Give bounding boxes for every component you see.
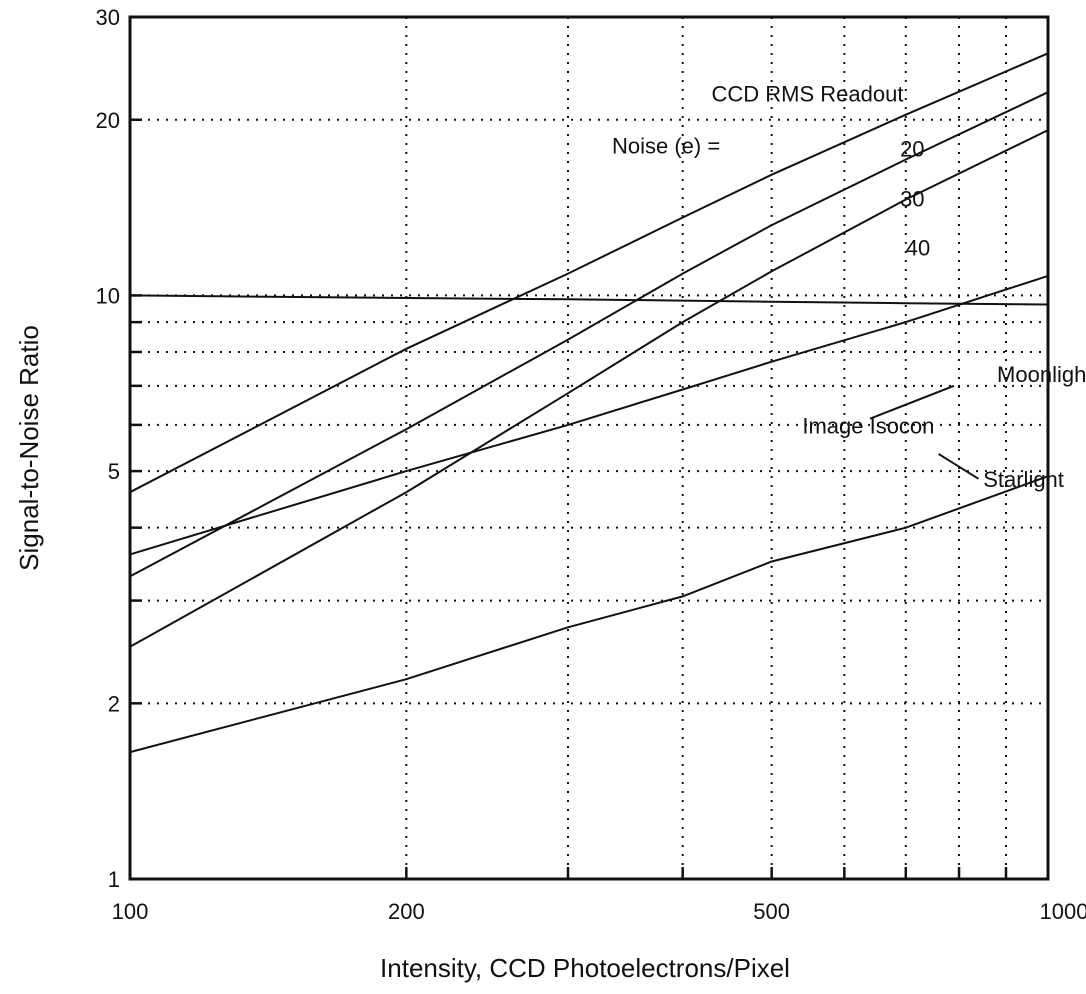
moonlight-pointer <box>869 384 955 420</box>
x-tick-label: 1000 <box>1040 899 1086 924</box>
y-tick-label: 30 <box>96 5 120 30</box>
x-axis-title: Intensity, CCD Photoelectrons/Pixel <box>380 953 790 983</box>
y-tick-label: 2 <box>108 691 120 716</box>
annotation-label-1: CCD RMS Readout <box>712 81 904 106</box>
pointer-layer <box>869 384 980 480</box>
y-axis-title: Signal-to-Noise Ratio <box>14 325 44 571</box>
series-line-5 <box>129 274 1049 556</box>
y-tick-label: 10 <box>96 283 120 308</box>
x-tick-label: 200 <box>388 899 425 924</box>
annotation-label-2: Noise (e) = <box>612 134 720 159</box>
annotation-label-6: Moonlight <box>997 362 1086 387</box>
grid-layer <box>130 17 1048 879</box>
annotation-label-7: Image Isocon <box>802 413 934 438</box>
label-layer: 100 200 500 1000 1 2 5 10 20 30 CCD RMS Readout Noi… <box>96 5 1086 924</box>
series-line-2 <box>129 91 1049 578</box>
y-tick-label: 1 <box>108 867 120 892</box>
annotation-label-5: 40 <box>906 236 930 261</box>
y-tick-label: 20 <box>96 108 120 133</box>
x-tick-label: 100 <box>112 899 149 924</box>
annotation-label-4: 30 <box>900 187 924 212</box>
x-tick-label: 500 <box>753 899 790 924</box>
y-tick-label: 5 <box>108 459 120 484</box>
tick-layer <box>130 15 1008 881</box>
starlight-pointer <box>938 453 980 480</box>
series-line-3 <box>129 129 1049 648</box>
series-line-6 <box>129 475 1049 754</box>
series-line-1 <box>129 52 1049 494</box>
series-line-4 <box>129 294 1049 306</box>
annotation-label-8: Starlight <box>983 467 1064 492</box>
annotation-label-3: 20 <box>900 137 924 162</box>
series-layer <box>129 52 1049 754</box>
plot-frame <box>128 15 1050 881</box>
